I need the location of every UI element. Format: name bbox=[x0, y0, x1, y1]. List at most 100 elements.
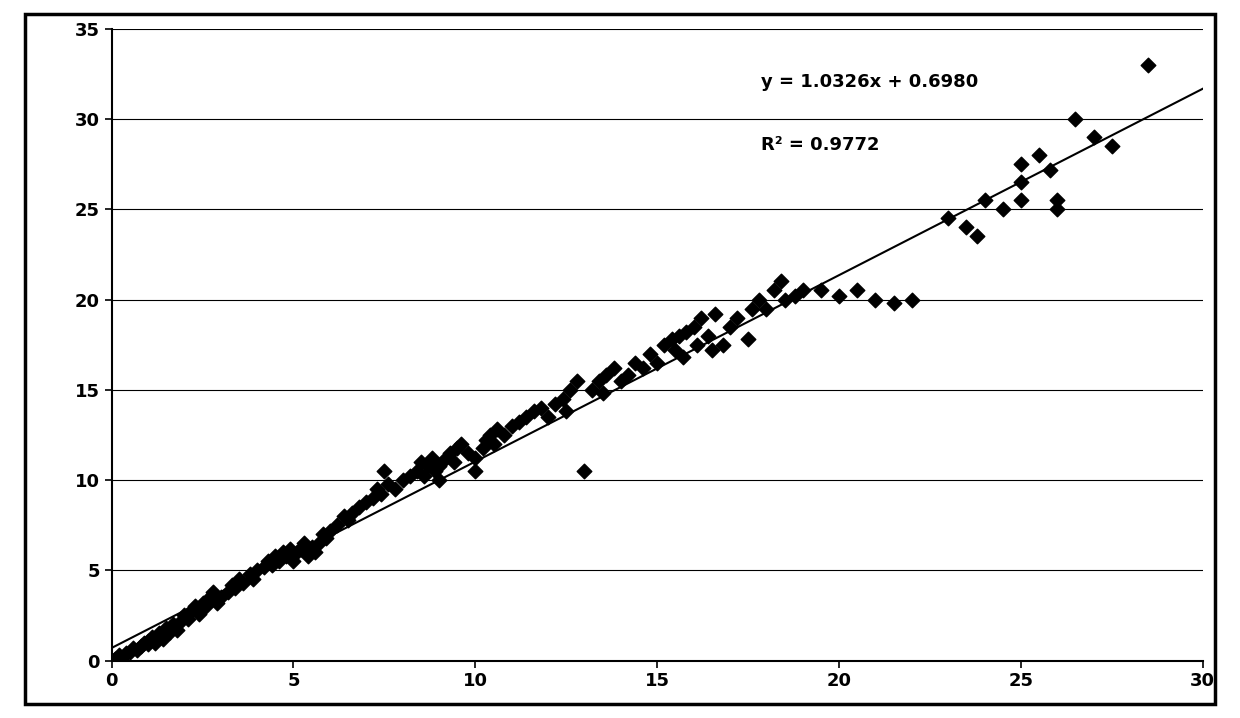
Point bbox=[233, 577, 253, 589]
Point bbox=[407, 465, 427, 477]
Point bbox=[192, 597, 212, 609]
Point bbox=[105, 653, 125, 664]
Point bbox=[436, 452, 456, 464]
Point bbox=[342, 507, 362, 518]
Point bbox=[207, 597, 227, 609]
Point bbox=[472, 442, 492, 453]
Point bbox=[269, 556, 289, 567]
Point bbox=[185, 601, 205, 612]
Point bbox=[218, 586, 238, 597]
Point bbox=[706, 308, 725, 320]
Point bbox=[655, 339, 675, 350]
Point bbox=[458, 447, 477, 459]
Point bbox=[967, 230, 987, 242]
Point bbox=[203, 586, 223, 597]
Point bbox=[339, 514, 358, 526]
Point bbox=[785, 290, 805, 302]
Point bbox=[465, 465, 485, 477]
Point bbox=[262, 559, 281, 571]
Point bbox=[109, 649, 129, 661]
Point bbox=[134, 637, 154, 648]
Point bbox=[487, 424, 507, 435]
Point bbox=[222, 579, 242, 590]
Point bbox=[229, 574, 249, 585]
Point bbox=[277, 550, 296, 561]
Point bbox=[749, 294, 769, 305]
Point bbox=[145, 637, 165, 648]
Point bbox=[480, 429, 500, 441]
Point bbox=[553, 393, 573, 404]
Point bbox=[523, 406, 543, 417]
Point bbox=[124, 642, 144, 653]
Point bbox=[756, 303, 776, 314]
Point bbox=[200, 592, 219, 603]
Point bbox=[239, 568, 259, 579]
Point bbox=[1040, 164, 1060, 175]
Point bbox=[130, 640, 150, 652]
Point bbox=[164, 619, 184, 630]
Point bbox=[956, 222, 976, 233]
Point bbox=[939, 213, 959, 224]
Point bbox=[604, 363, 624, 374]
Point bbox=[632, 363, 652, 374]
Point bbox=[284, 556, 304, 567]
Point bbox=[448, 442, 467, 453]
Point bbox=[647, 357, 667, 368]
Point bbox=[830, 290, 849, 302]
Point bbox=[327, 519, 347, 531]
Point bbox=[625, 357, 645, 368]
Point bbox=[309, 538, 329, 549]
Point bbox=[683, 321, 703, 332]
Point bbox=[619, 370, 639, 381]
Point bbox=[847, 285, 867, 297]
Point bbox=[320, 525, 340, 536]
Point bbox=[386, 483, 405, 495]
Point bbox=[422, 452, 441, 464]
Point bbox=[312, 528, 332, 540]
Point bbox=[401, 471, 420, 482]
Point bbox=[593, 388, 613, 399]
Point bbox=[771, 276, 791, 287]
Point bbox=[179, 613, 198, 625]
Point bbox=[371, 489, 391, 500]
Point bbox=[775, 294, 795, 305]
Point bbox=[1048, 195, 1068, 206]
Point bbox=[673, 352, 693, 363]
Point bbox=[702, 345, 722, 356]
Point bbox=[160, 626, 180, 638]
Point bbox=[640, 348, 660, 360]
Point bbox=[153, 633, 172, 645]
Point bbox=[294, 538, 314, 549]
Point bbox=[866, 294, 885, 305]
Point bbox=[418, 460, 438, 471]
Text: y = 1.0326x + 0.6980: y = 1.0326x + 0.6980 bbox=[761, 73, 978, 91]
Point bbox=[510, 416, 529, 428]
Point bbox=[258, 556, 278, 567]
Point bbox=[356, 496, 376, 508]
Point bbox=[367, 483, 387, 495]
Point bbox=[975, 195, 994, 206]
Point bbox=[1102, 140, 1122, 151]
Point bbox=[531, 402, 551, 414]
Point bbox=[444, 456, 464, 467]
Point bbox=[993, 203, 1013, 215]
Point bbox=[167, 624, 187, 635]
Point bbox=[582, 384, 601, 396]
Point bbox=[171, 615, 191, 627]
Point bbox=[589, 375, 609, 386]
Point bbox=[720, 321, 740, 332]
Point bbox=[128, 644, 148, 656]
Point bbox=[188, 608, 208, 620]
Point bbox=[243, 574, 263, 585]
Point bbox=[226, 582, 246, 594]
Point bbox=[425, 465, 445, 477]
Point bbox=[117, 648, 136, 659]
Point bbox=[1011, 177, 1030, 188]
Point bbox=[113, 651, 133, 663]
Point bbox=[1065, 113, 1085, 125]
Point bbox=[138, 635, 157, 646]
Point bbox=[254, 561, 274, 572]
Point bbox=[698, 330, 718, 341]
Point bbox=[476, 434, 496, 446]
Point bbox=[538, 411, 558, 423]
